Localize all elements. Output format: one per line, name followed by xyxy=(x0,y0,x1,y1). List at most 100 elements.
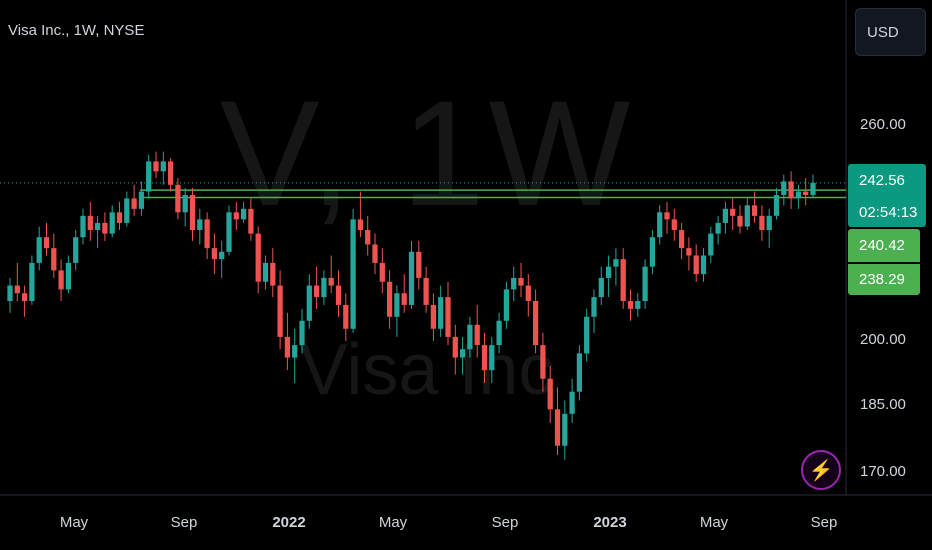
y-tick-label: 170.00 xyxy=(860,463,906,480)
y-tick-label: 200.00 xyxy=(860,331,906,348)
candle-body xyxy=(744,205,750,227)
candle-body xyxy=(248,208,254,234)
candle-body xyxy=(766,215,772,231)
x-tick-label: 2023 xyxy=(593,514,627,531)
candle-body xyxy=(635,301,641,309)
horizontal-line-price-label: 240.42 xyxy=(848,229,920,262)
candle-body xyxy=(124,198,130,223)
candle-body xyxy=(299,320,305,346)
candle-body xyxy=(678,230,685,249)
x-tick-label: 2022 xyxy=(272,514,306,531)
horizontal-line-price-label: 238.29 xyxy=(848,264,920,295)
candle-body xyxy=(167,161,174,185)
candle-body xyxy=(14,285,20,294)
candle-body xyxy=(372,244,378,263)
candle-body xyxy=(365,230,371,245)
candle-body xyxy=(759,215,765,231)
candle-body xyxy=(686,248,692,256)
candle-body xyxy=(21,293,28,302)
candle-body xyxy=(481,345,488,371)
candle-body xyxy=(343,304,349,329)
candle-body xyxy=(620,259,626,302)
candle-body xyxy=(146,161,152,192)
candle-body xyxy=(160,161,166,172)
y-tick-label: 260.00 xyxy=(860,116,906,133)
candle-body xyxy=(496,320,502,346)
candle-body xyxy=(642,266,648,302)
candle-body xyxy=(598,277,604,298)
x-tick-label: May xyxy=(378,514,408,531)
candle-body xyxy=(773,195,780,216)
candle-body xyxy=(627,301,634,309)
candle-body xyxy=(189,195,196,231)
candle-body xyxy=(306,285,312,321)
candle-body xyxy=(664,212,670,220)
candle-body xyxy=(94,222,101,231)
candle-body xyxy=(788,181,794,199)
candle-body xyxy=(153,161,159,172)
candle-body xyxy=(715,222,721,234)
candle-body xyxy=(87,215,93,231)
candle-body xyxy=(350,219,356,329)
candle-body xyxy=(795,191,802,199)
candle-body xyxy=(219,251,225,260)
y-tick-label: 185.00 xyxy=(860,396,906,413)
candle-body xyxy=(503,289,510,321)
candle-body xyxy=(730,208,736,216)
candle-body xyxy=(722,208,729,223)
candle-body xyxy=(576,353,583,392)
currency-button[interactable]: USD xyxy=(855,8,926,56)
lightning-icon[interactable]: ⚡ xyxy=(801,450,841,490)
candle-body xyxy=(58,270,64,290)
x-tick-label: Sep xyxy=(170,514,198,531)
candle-body xyxy=(321,277,327,298)
candle-body xyxy=(262,262,269,282)
candle-body xyxy=(255,233,261,282)
candle-body xyxy=(540,345,546,379)
candle-body xyxy=(270,262,276,286)
chart-title: Visa Inc., 1W, NYSE xyxy=(8,22,145,39)
candle-body xyxy=(649,237,656,267)
candle-body xyxy=(554,409,561,446)
candle-body xyxy=(182,195,188,213)
candle-body xyxy=(467,324,473,350)
candle-body xyxy=(204,219,210,249)
candle-body xyxy=(810,182,816,196)
candle-body xyxy=(605,266,612,278)
candle-body xyxy=(525,285,531,302)
candle-body xyxy=(751,205,758,216)
candle-body xyxy=(569,391,575,414)
candle-body xyxy=(401,293,407,305)
candle-body xyxy=(36,237,42,263)
candle-body xyxy=(116,212,123,223)
candle-body xyxy=(284,336,291,358)
candle-body xyxy=(693,255,699,275)
candle-body xyxy=(233,212,239,220)
candle-body xyxy=(613,259,619,267)
candle-body xyxy=(131,198,137,209)
candle-body xyxy=(357,219,364,231)
candle-body xyxy=(102,222,108,234)
candle-body xyxy=(109,212,115,234)
candle-body xyxy=(51,248,57,271)
candle-body xyxy=(80,215,86,238)
candle-body xyxy=(591,297,597,317)
candle-body xyxy=(657,212,663,238)
candle-body xyxy=(737,215,743,227)
candle-body xyxy=(445,297,451,337)
candle-body xyxy=(511,277,517,290)
x-tick-label: Sep xyxy=(810,514,838,531)
candle-body xyxy=(459,349,466,358)
candle-body xyxy=(394,293,400,317)
candle-body xyxy=(313,285,320,298)
candle-body xyxy=(328,277,334,286)
candle-body xyxy=(138,191,145,209)
last-price-label: 242.56 xyxy=(848,164,926,197)
candle-body xyxy=(452,336,458,358)
candle-body xyxy=(781,181,787,196)
candle-body xyxy=(700,255,707,275)
candle-body xyxy=(175,184,181,213)
candle-body xyxy=(430,304,437,329)
